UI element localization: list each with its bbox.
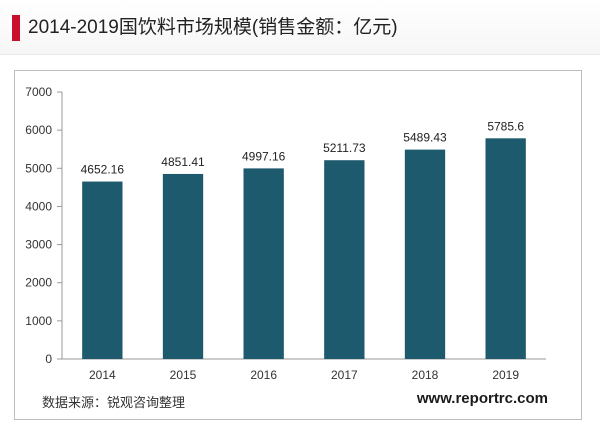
source-note: 数据来源：锐观咨询整理 [42,395,186,410]
bar-value-label: 5785.6 [487,119,524,133]
bar [324,160,365,359]
bar [162,173,204,359]
x-tick-label: 2019 [492,368,519,382]
x-tick-label: 2017 [331,368,358,382]
chart-title: 2014-2019国饮料市场规模(销售金额：亿元) [28,17,398,38]
title-accent-bar [12,15,20,41]
website-label: www.reportrc.com [416,390,548,407]
bar [243,168,284,359]
bar-value-label: 4851.41 [161,155,205,169]
bar-value-label: 5489.43 [403,131,447,145]
x-tick-label: 2016 [250,368,277,382]
y-tick-label: 7000 [25,85,52,99]
bar-value-label: 4997.16 [242,149,286,163]
y-tick-label: 4000 [25,199,52,213]
y-tick-label: 1000 [25,314,52,328]
y-tick-label: 6000 [25,123,52,137]
x-tick-label: 2014 [89,368,116,382]
title-bar: 2014-2019国饮料市场规模(销售金额：亿元) [0,0,600,55]
x-tick-label: 2018 [412,368,439,382]
x-tick-label: 2015 [170,368,197,382]
bar [485,138,526,359]
bar [82,181,123,359]
y-tick-label: 3000 [25,238,52,252]
y-tick-label: 0 [45,352,52,366]
bar [404,149,446,359]
bar-value-label: 4652.16 [81,163,125,177]
bar-value-label: 5211.73 [323,141,366,155]
y-tick-label: 5000 [25,161,52,175]
y-tick-label: 2000 [25,276,52,290]
